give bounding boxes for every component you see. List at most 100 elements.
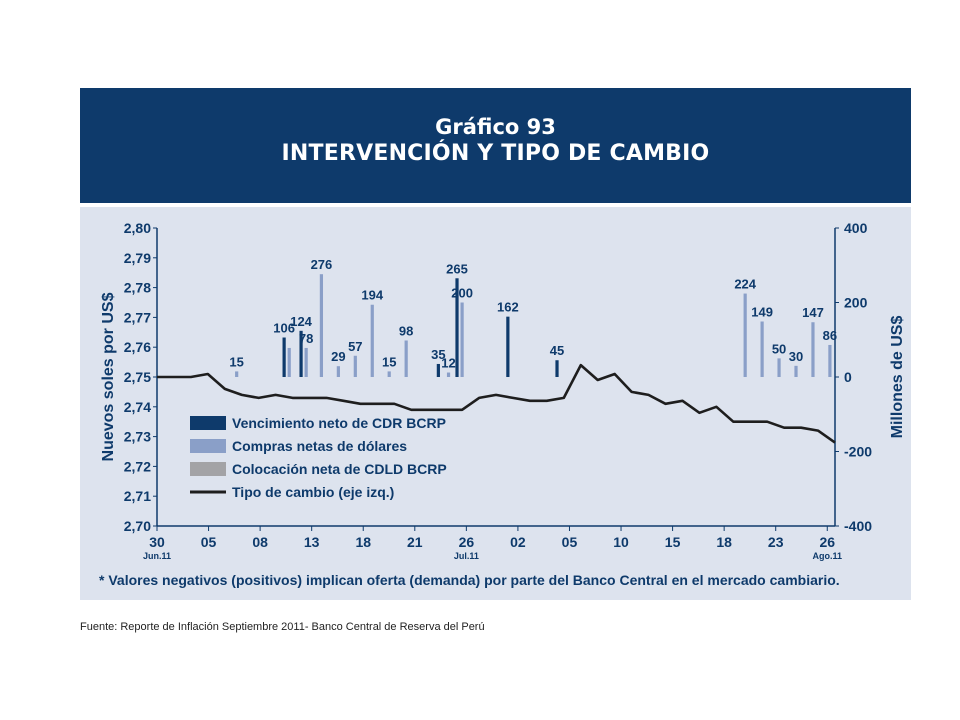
axes-layer: 2,80 2,79 2,78 2,77 2,76 2,75 2,74 2,73 2,72 2,71…	[100, 220, 906, 561]
bars-layer	[235, 274, 832, 377]
legend-swatch-compras	[190, 439, 226, 453]
chart-number: Gráfico 93	[435, 115, 556, 139]
bar-compras	[777, 358, 781, 377]
bar-label: 200	[451, 286, 473, 301]
legend-label: Colocación neta de CDLD BCRP	[232, 461, 447, 477]
bar-label: 276	[311, 257, 333, 272]
x-tick-label: 13	[304, 534, 320, 550]
bar-compras	[387, 371, 391, 377]
x-tick-label: 15	[665, 534, 681, 550]
bar-cdr	[555, 360, 559, 377]
x-tick-label: 02	[510, 534, 526, 550]
left-tick-label: 2,77	[124, 309, 151, 325]
bar-label: 12	[441, 356, 455, 371]
bar-label: 86	[823, 328, 837, 343]
bar-compras	[287, 347, 291, 377]
x-tick-label: 05	[201, 534, 217, 550]
bar-compras	[319, 274, 324, 377]
x-tick-label: 18	[716, 534, 732, 550]
legend-swatch-cdr	[190, 416, 226, 430]
bar-label: 147	[802, 305, 824, 320]
left-tick-label: 2,80	[124, 220, 151, 236]
right-tick-label: 200	[844, 295, 868, 311]
bar-cdr	[282, 337, 286, 377]
chart-title-banner: Gráfico 93 INTERVENCIÓN Y TIPO DE CAMBIO	[80, 88, 911, 203]
bar-label: 15	[382, 354, 396, 369]
left-axis-title: Nuevos soles por US$	[100, 292, 117, 461]
exchange-rate-line	[157, 363, 836, 444]
x-tick-label: 30	[149, 534, 165, 550]
line-layer	[157, 363, 836, 444]
x-tick-label: 05	[562, 534, 578, 550]
chart-footnote: * Valores negativos (positivos) implican…	[99, 572, 840, 588]
legend-label: Tipo de cambio (eje izq.)	[232, 484, 394, 500]
bar-compras	[811, 322, 815, 377]
left-tick-label: 2,72	[124, 458, 151, 474]
bar-compras	[828, 344, 832, 377]
legend-swatch-cdld	[190, 462, 226, 476]
chart-panel: 2,80 2,79 2,78 2,77 2,76 2,75 2,74 2,73 2,72 2,71…	[80, 207, 911, 600]
left-tick-label: 2,70	[124, 518, 151, 534]
left-tick-label: 2,78	[124, 280, 151, 296]
bar-compras	[235, 371, 239, 377]
bar-cdr	[455, 278, 459, 377]
chart-title: INTERVENCIÓN Y TIPO DE CAMBIO	[281, 141, 710, 166]
bar-compras	[446, 372, 451, 377]
bar-label: 57	[348, 339, 362, 354]
bar-compras	[460, 302, 464, 377]
left-tick-label: 2,74	[124, 399, 151, 415]
left-tick-label: 2,79	[124, 250, 151, 266]
bar-label: 98	[399, 323, 413, 338]
bar-compras	[304, 347, 308, 377]
bar-compras	[760, 321, 764, 377]
x-tick-label: 26	[459, 534, 475, 550]
bar-label: 224	[734, 277, 756, 292]
x-subtick-label: Jul.11	[454, 551, 479, 561]
source-note: Fuente: Reporte de Inflación Septiembre …	[80, 621, 485, 633]
chart-svg: 2,80 2,79 2,78 2,77 2,76 2,75 2,74 2,73 2,72 2,71…	[99, 220, 906, 588]
right-tick-label: 400	[844, 220, 868, 236]
left-tick-label: 2,73	[124, 429, 151, 445]
x-tick-label: 10	[613, 534, 629, 550]
right-axis-title: Millones de US$	[889, 316, 906, 439]
bar-compras	[336, 366, 340, 377]
bar-label: 265	[446, 261, 468, 276]
x-tick-label: 26	[819, 534, 835, 550]
bar-label: 124	[290, 314, 312, 329]
bar-label: 35	[431, 347, 445, 362]
bar-cdr	[436, 363, 440, 377]
left-tick-label: 2,71	[124, 488, 151, 504]
bar-label: 45	[550, 343, 564, 358]
bar-compras	[370, 304, 374, 377]
left-tick-label: 2,76	[124, 339, 151, 355]
x-subtick-label: Ago.11	[813, 551, 843, 561]
bar-compras	[404, 340, 408, 377]
bar-cdr	[299, 330, 303, 377]
right-tick-label: -400	[844, 518, 872, 534]
x-tick-label: 23	[768, 534, 784, 550]
bar-compras	[353, 355, 357, 377]
x-tick-label: 18	[355, 534, 371, 550]
bar-label: 15	[229, 354, 243, 369]
bar-cdr	[506, 316, 510, 377]
x-subtick-label: Jun.11	[143, 551, 171, 561]
x-tick-label: 21	[407, 534, 423, 550]
bar-label: 50	[772, 341, 786, 356]
bar-compras	[743, 293, 747, 377]
bar-label: 106	[273, 321, 295, 336]
bar-label: 29	[331, 349, 345, 364]
legend: Vencimiento neto de CDR BCRP Compras neta…	[190, 415, 447, 500]
x-tick-label: 08	[252, 534, 268, 550]
bar-compras	[794, 365, 798, 377]
bar-label: 149	[751, 304, 773, 319]
legend-label: Vencimiento neto de CDR BCRP	[232, 415, 446, 431]
bar-label: 78	[299, 331, 313, 346]
right-tick-label: -200	[844, 444, 872, 460]
right-tick-label: 0	[844, 369, 852, 385]
bar-label: 194	[361, 288, 383, 303]
bar-label: 162	[497, 300, 519, 315]
legend-label: Compras netas de dólares	[232, 438, 407, 454]
bar-label: 30	[789, 349, 803, 364]
left-tick-label: 2,75	[124, 369, 151, 385]
